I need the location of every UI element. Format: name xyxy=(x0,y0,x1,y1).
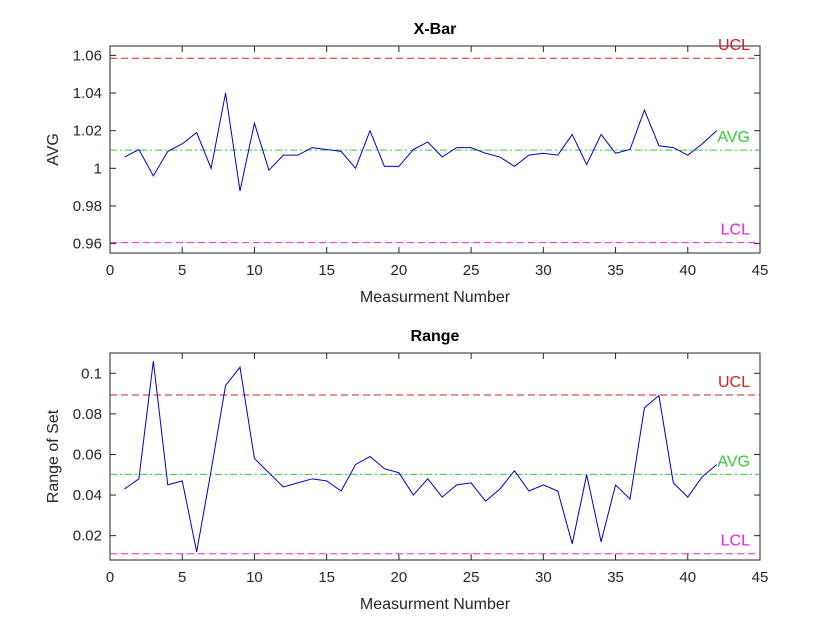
y-tick-label: 0.1 xyxy=(81,365,102,382)
x-tick-label: 20 xyxy=(391,262,408,279)
x-tick-label: 0 xyxy=(106,569,114,586)
x-tick-label: 30 xyxy=(535,569,552,586)
chart-title: Range xyxy=(411,328,460,345)
x-tick-label: 5 xyxy=(178,569,186,586)
chart-title: X-Bar xyxy=(414,21,457,38)
x-tick-label: 45 xyxy=(752,262,769,279)
x-tick-label: 40 xyxy=(679,262,696,279)
ucl-label: UCL xyxy=(718,37,750,54)
x-tick-label: 0 xyxy=(106,262,114,279)
y-tick-label: 0.96 xyxy=(73,236,102,253)
x-tick-label: 25 xyxy=(463,262,480,279)
x-tick-label: 10 xyxy=(246,262,263,279)
plot-frame xyxy=(109,45,761,254)
plot-frame xyxy=(109,352,761,561)
x-tick-label: 30 xyxy=(535,262,552,279)
y-tick-label: 0.08 xyxy=(73,406,102,423)
x-tick-label: 45 xyxy=(752,569,769,586)
x-tick-label: 25 xyxy=(463,569,480,586)
x-tick-label: 15 xyxy=(318,569,335,586)
y-tick-label: 0.04 xyxy=(73,487,102,504)
y-tick-label: 1.02 xyxy=(73,123,102,140)
x-tick-label: 20 xyxy=(391,569,408,586)
y-tick-label: 0.98 xyxy=(73,198,102,215)
x-tick-label: 35 xyxy=(607,569,624,586)
xbar-chart-panel: 0 5 10 15 20 25 30 35 40 45 0.96 0.98 1 1.02 1.04 1.06 U… xyxy=(45,21,768,306)
y-tick-label: 1 xyxy=(94,160,102,177)
lcl-label: LCL xyxy=(721,533,750,550)
x-tick-label: 5 xyxy=(178,262,186,279)
x-tick-label: 35 xyxy=(607,262,624,279)
ucl-label: UCL xyxy=(718,374,750,391)
y-tick-label: 0.06 xyxy=(73,446,102,463)
y-axis-label: AVG xyxy=(45,133,62,166)
avg-label: AVG xyxy=(717,453,750,470)
x-axis-label: Measurment Number xyxy=(360,596,511,613)
y-tick-label: 1.06 xyxy=(73,47,102,64)
lcl-label: LCL xyxy=(721,222,750,239)
avg-label: AVG xyxy=(717,129,750,146)
range-series-line xyxy=(124,361,717,552)
xbar-series-line xyxy=(124,92,718,192)
y-axis-label: Range of Set xyxy=(45,409,62,503)
x-tick-label: 10 xyxy=(246,569,263,586)
range-chart-panel: 0 5 10 15 20 25 30 35 40 45 0.02 0.04 0.06 0.08 0.1 UCL… xyxy=(45,328,768,613)
x-tick-label: 40 xyxy=(679,569,696,586)
y-tick-label: 0.02 xyxy=(73,528,102,545)
y-tick-label: 1.04 xyxy=(73,85,102,102)
x-axis-label: Measurment Number xyxy=(360,289,511,306)
x-tick-label: 15 xyxy=(318,262,335,279)
